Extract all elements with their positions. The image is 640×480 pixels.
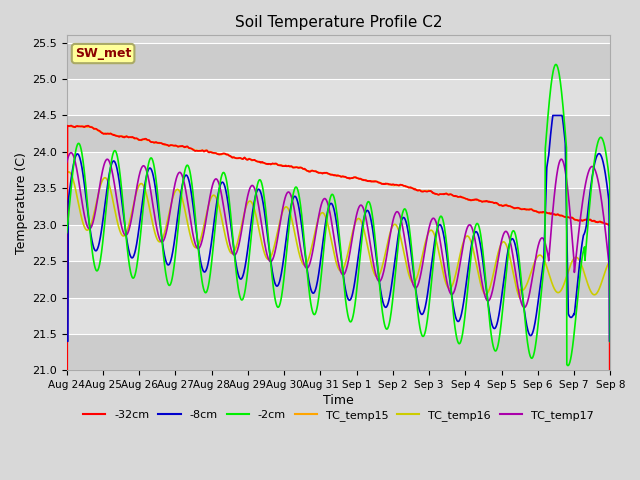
- TC_temp16: [516, 295, 524, 300]
- -2cm: [423, 322, 431, 327]
- TC_temp16: [494, 250, 502, 256]
- Text: SW_met: SW_met: [75, 47, 131, 60]
- Bar: [67, 334, 611, 371]
- -8cm: [607, 338, 614, 344]
- Line: TC_temp15: TC_temp15: [67, 126, 611, 224]
- TC_temp15: [605, 221, 613, 227]
- -32cm: [171, 143, 179, 149]
- -2cm: [552, 61, 560, 67]
- Line: TC_temp16: TC_temp16: [67, 172, 611, 298]
- TC_temp17: [607, 258, 614, 264]
- TC_temp17: [494, 256, 502, 262]
- -2cm: [63, 230, 70, 236]
- TC_temp17: [67, 150, 75, 156]
- Line: -2cm: -2cm: [67, 64, 611, 366]
- Bar: [67, 152, 611, 188]
- TC_temp16: [423, 233, 431, 239]
- TC_temp16: [607, 258, 614, 264]
- TC_temp15: [64, 123, 72, 129]
- TC_temp16: [63, 170, 70, 176]
- TC_temp15: [245, 156, 253, 162]
- -32cm: [67, 123, 75, 129]
- TC_temp15: [542, 210, 550, 216]
- -8cm: [494, 318, 502, 324]
- Bar: [67, 116, 611, 152]
- Bar: [67, 188, 611, 225]
- -2cm: [564, 363, 572, 369]
- -32cm: [184, 144, 192, 150]
- TC_temp15: [423, 188, 431, 194]
- Bar: [67, 225, 611, 261]
- -32cm: [245, 156, 253, 162]
- -8cm: [171, 239, 179, 244]
- TC_temp17: [184, 201, 192, 207]
- -32cm: [494, 201, 502, 207]
- Title: Soil Temperature Profile C2: Soil Temperature Profile C2: [235, 15, 442, 30]
- Bar: [67, 298, 611, 334]
- -8cm: [542, 200, 550, 205]
- TC_temp16: [184, 222, 192, 228]
- Line: -8cm: -8cm: [67, 116, 611, 341]
- TC_temp17: [63, 159, 70, 165]
- TC_temp17: [543, 245, 550, 251]
- TC_temp15: [171, 143, 179, 149]
- -2cm: [184, 162, 191, 168]
- -2cm: [607, 339, 614, 345]
- Bar: [67, 43, 611, 79]
- TC_temp16: [65, 169, 72, 175]
- TC_temp17: [245, 189, 253, 194]
- TC_temp15: [184, 144, 192, 150]
- -32cm: [423, 189, 431, 194]
- X-axis label: Time: Time: [323, 394, 354, 408]
- TC_temp17: [520, 305, 528, 311]
- -8cm: [63, 338, 70, 344]
- -2cm: [244, 261, 252, 267]
- TC_temp16: [171, 189, 179, 195]
- TC_temp16: [245, 199, 253, 204]
- TC_temp16: [543, 263, 550, 269]
- Line: TC_temp17: TC_temp17: [67, 153, 611, 308]
- Line: -32cm: -32cm: [67, 126, 611, 480]
- Y-axis label: Temperature (C): Temperature (C): [15, 152, 28, 254]
- TC_temp15: [607, 221, 614, 227]
- -2cm: [542, 141, 550, 147]
- -8cm: [423, 297, 431, 302]
- -2cm: [494, 344, 502, 349]
- TC_temp15: [494, 202, 502, 207]
- -8cm: [184, 174, 191, 180]
- -8cm: [549, 113, 557, 119]
- TC_temp15: [63, 123, 70, 129]
- TC_temp17: [423, 235, 431, 240]
- Bar: [67, 261, 611, 298]
- TC_temp17: [171, 182, 179, 188]
- Bar: [67, 79, 611, 116]
- -8cm: [244, 241, 252, 247]
- -2cm: [171, 261, 179, 266]
- Legend: -32cm, -8cm, -2cm, TC_temp15, TC_temp16, TC_temp17: -32cm, -8cm, -2cm, TC_temp15, TC_temp16,…: [79, 406, 598, 425]
- -32cm: [542, 210, 550, 216]
